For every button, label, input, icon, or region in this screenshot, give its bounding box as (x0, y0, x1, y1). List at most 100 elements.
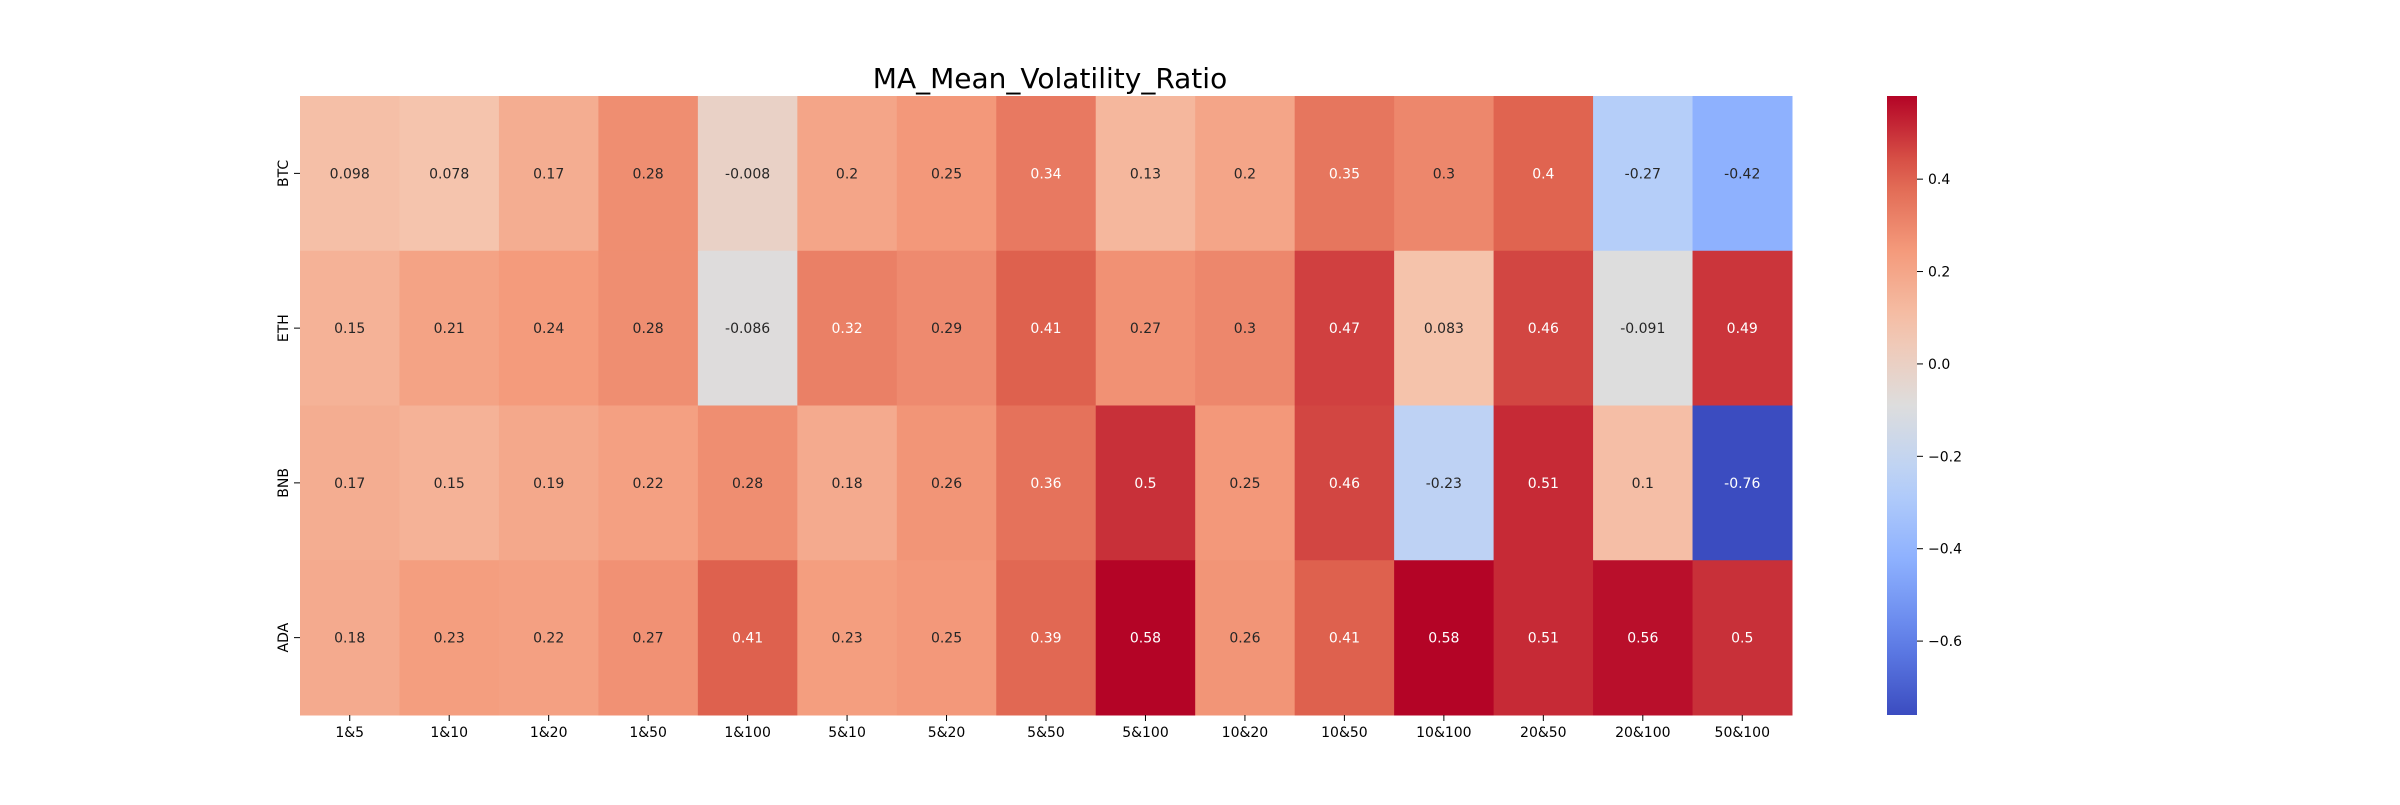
heatmap-cell (1493, 250, 1594, 406)
x-tick-label: 5&100 (1122, 725, 1169, 741)
heatmap-cell (896, 96, 997, 252)
cell-value-label: 0.24 (533, 321, 564, 337)
heatmap-cell (498, 405, 599, 561)
heatmap-cell (697, 405, 798, 561)
heatmap-cell (1195, 405, 1296, 561)
cell-value-label: 0.15 (334, 321, 365, 337)
heatmap-cell (498, 96, 599, 252)
x-tick-label: 10&100 (1416, 725, 1471, 741)
heatmap-cell (1493, 560, 1594, 716)
cell-value-label: -0.42 (1724, 166, 1760, 182)
heatmap-cell (896, 405, 997, 561)
cell-value-label: 0.5 (1134, 476, 1156, 492)
heatmap-cell (1195, 96, 1296, 252)
cell-value-label: 0.58 (1428, 631, 1459, 647)
heatmap-cell (598, 250, 699, 406)
heatmap-cell (1195, 250, 1296, 406)
colorbar-tick-label: −0.2 (1928, 449, 1962, 465)
cell-value-label: 0.25 (931, 631, 962, 647)
heatmap-cell (1593, 405, 1694, 561)
heatmap-cell-labels: 0.098 0.078 0.17 0.28 -0.008 0.2 0.25 0.34 0.13 0… (330, 166, 1761, 646)
cell-value-label: 0.26 (931, 476, 962, 492)
cell-value-label: 0.28 (732, 476, 763, 492)
cell-value-label: 0.35 (1329, 166, 1360, 182)
colorbar-tick-label: 0.2 (1928, 265, 1950, 281)
heatmap-cell (399, 250, 500, 406)
heatmap-cell (1692, 405, 1793, 561)
heatmap-cell (300, 560, 400, 716)
heatmap-cell (1593, 96, 1694, 252)
heatmap-cell (797, 560, 898, 716)
cell-value-label: 0.41 (1030, 321, 1061, 337)
heatmap-cell (1294, 96, 1395, 252)
colorbar-tick-label: −0.4 (1928, 542, 1962, 558)
heatmap-cell (598, 96, 699, 252)
heatmap-cell (1394, 96, 1495, 252)
cell-value-label: 0.27 (1130, 321, 1161, 337)
cell-value-label: 0.078 (429, 166, 469, 182)
heatmap-cell (1593, 250, 1694, 406)
cell-value-label: -0.008 (725, 166, 770, 182)
heatmap-cell (1095, 96, 1196, 252)
cell-value-label: 0.27 (633, 631, 664, 647)
x-tick-label: 5&50 (1027, 725, 1065, 741)
cell-value-label: 0.17 (334, 476, 365, 492)
heatmap-cell (896, 560, 997, 716)
colorbar-tick-label: 0.4 (1928, 172, 1950, 188)
heatmap-cell (399, 560, 500, 716)
cell-value-label: 0.46 (1528, 321, 1559, 337)
cell-value-label: 0.083 (1424, 321, 1464, 337)
cell-value-label: 0.3 (1433, 166, 1455, 182)
heatmap-cell (797, 405, 898, 561)
cell-value-label: -0.23 (1426, 476, 1462, 492)
x-tick-label: 20&100 (1615, 725, 1670, 741)
colorbar-tick-label: −0.6 (1928, 634, 1962, 650)
y-tick-label: ADA (276, 622, 292, 652)
x-tick-label: 1&10 (430, 725, 468, 741)
cell-value-label: -0.091 (1620, 321, 1665, 337)
heatmap-cell (996, 405, 1097, 561)
cell-value-label: 0.098 (330, 166, 370, 182)
heatmap-cell (797, 96, 898, 252)
heatmap-cell (1195, 560, 1296, 716)
heatmap-cell (598, 405, 699, 561)
x-tick-label: 1&100 (724, 725, 771, 741)
cell-value-label: 0.29 (931, 321, 962, 337)
cell-value-label: 0.41 (1329, 631, 1360, 647)
x-axis: 1&5 1&10 1&20 1&50 1&100 5&10 5&20 5&50 5&100 10&… (335, 715, 1770, 741)
cell-value-label: 0.22 (633, 476, 664, 492)
cell-value-label: 0.13 (1130, 166, 1161, 182)
cell-value-label: 0.25 (931, 166, 962, 182)
cell-value-label: -0.27 (1625, 166, 1661, 182)
heatmap-cell (1294, 560, 1395, 716)
heatmap-cell (1294, 405, 1395, 561)
cell-value-label: 0.47 (1329, 321, 1360, 337)
cell-value-label: 0.4 (1532, 166, 1554, 182)
cell-value-label: 0.26 (1229, 631, 1260, 647)
colorbar-tick-label: 0.0 (1928, 357, 1950, 373)
heatmap-cell (1095, 405, 1196, 561)
cell-value-label: 0.17 (533, 166, 564, 182)
x-tick-label: 10&50 (1321, 725, 1368, 741)
cell-value-label: 0.28 (633, 321, 664, 337)
heatmap-cell (498, 560, 599, 716)
cell-value-label: 0.58 (1130, 631, 1161, 647)
heatmap-cells (300, 96, 1793, 716)
heatmap-cell (399, 96, 500, 252)
cell-value-label: 0.46 (1329, 476, 1360, 492)
colorbar-gradient (1887, 96, 1917, 715)
x-tick-label: 50&100 (1715, 725, 1770, 741)
heatmap-cell (1294, 250, 1395, 406)
heatmap-cell (996, 96, 1097, 252)
chart-title: MA_Mean_Volatility_Ratio (873, 62, 1227, 95)
y-tick-label: BNB (276, 468, 292, 498)
heatmap-cell (697, 250, 798, 406)
x-tick-label: 5&10 (828, 725, 866, 741)
heatmap-cell (1493, 405, 1594, 561)
x-tick-label: 1&5 (335, 725, 364, 741)
cell-value-label: 0.51 (1528, 631, 1559, 647)
heatmap-cell (598, 560, 699, 716)
cell-value-label: -0.76 (1724, 476, 1760, 492)
